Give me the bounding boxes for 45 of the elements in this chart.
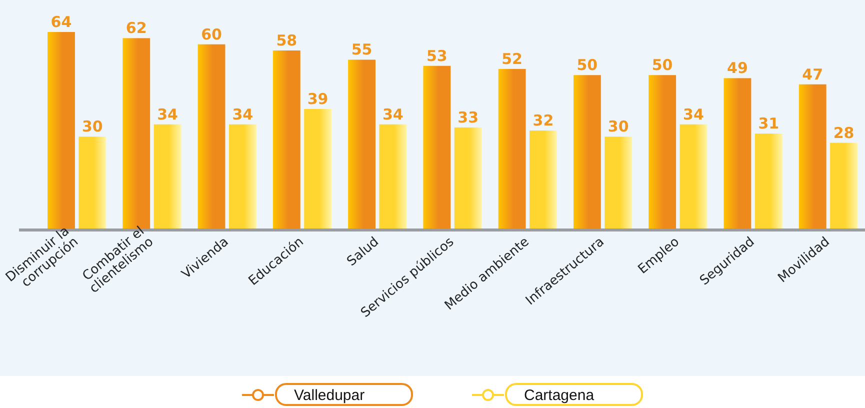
data-label: 47	[802, 65, 824, 84]
data-label: 52	[502, 50, 522, 68]
data-label: 34	[157, 105, 178, 124]
bar	[724, 78, 752, 229]
data-label: 50	[652, 56, 673, 74]
data-label: 64	[50, 13, 72, 31]
bar	[648, 75, 676, 229]
data-label: 49	[727, 59, 748, 78]
data-label: 55	[351, 40, 372, 59]
bar	[379, 124, 407, 229]
bar	[798, 84, 826, 229]
data-label: 30	[608, 118, 629, 136]
data-label: 30	[82, 118, 103, 136]
data-label: 39	[307, 90, 328, 108]
bar	[48, 32, 75, 229]
bar	[423, 66, 451, 229]
bar	[454, 127, 482, 229]
legend-label: Valledupar	[294, 387, 365, 404]
bar	[304, 108, 332, 229]
bar	[680, 124, 708, 229]
data-label: 34	[683, 105, 704, 124]
bar	[530, 130, 557, 229]
data-label: 32	[532, 112, 554, 130]
bar	[228, 124, 256, 229]
data-label: 28	[833, 124, 854, 142]
bar	[348, 60, 376, 229]
data-label: 58	[276, 31, 298, 50]
legend-label: Cartagena	[524, 387, 595, 404]
bar	[198, 44, 226, 229]
bar	[154, 124, 182, 229]
data-label: 60	[201, 25, 222, 44]
data-label: 53	[426, 46, 448, 65]
bar	[830, 142, 858, 229]
data-label: 50	[576, 56, 598, 74]
bar	[573, 75, 601, 229]
bar	[604, 136, 632, 229]
data-label: 34	[232, 105, 254, 124]
bar	[272, 50, 300, 229]
data-label: 34	[382, 105, 404, 124]
bar	[498, 68, 526, 229]
data-label: 62	[126, 19, 147, 38]
bar	[78, 136, 106, 229]
data-label: 33	[458, 108, 479, 126]
bar	[754, 134, 782, 229]
data-label: 31	[758, 114, 780, 133]
